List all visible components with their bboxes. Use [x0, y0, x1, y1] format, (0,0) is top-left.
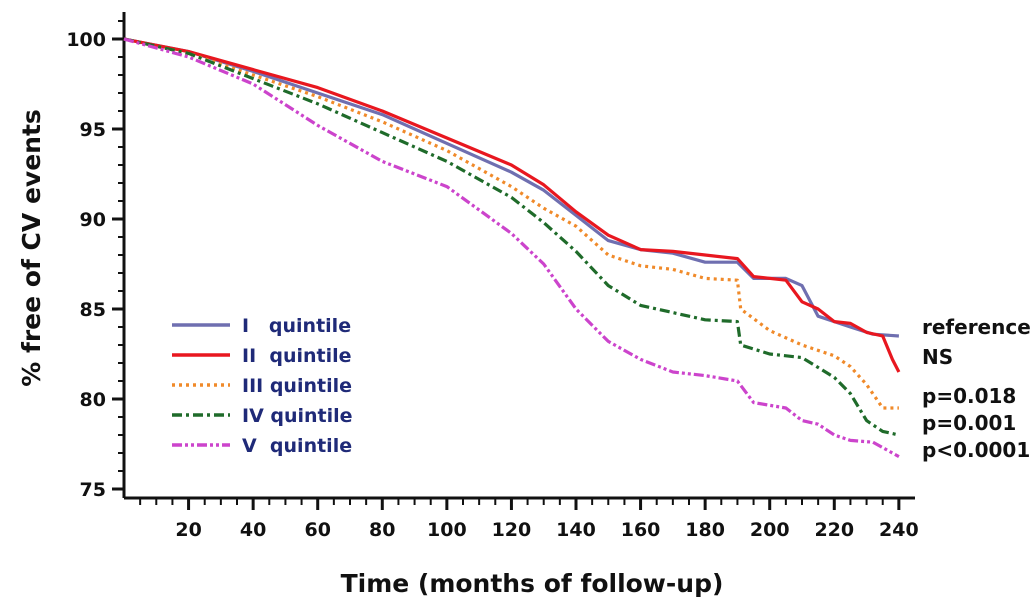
series-line-3	[123, 37, 899, 410]
series-line-4	[123, 37, 900, 437]
legend-label-1: I quintile	[242, 315, 351, 337]
series-lines	[123, 37, 901, 458]
end-label-5: p<0.0001	[922, 438, 1030, 462]
legend-label-2: II quintile	[242, 345, 352, 367]
end-label-2: NS	[922, 345, 953, 369]
legend-label-3: III quintile	[242, 375, 352, 397]
x-tick-label: 140	[556, 519, 596, 541]
end-label-3: p=0.018	[922, 384, 1016, 408]
x-tick-label: 40	[240, 519, 266, 541]
y-tick-label: 80	[80, 389, 106, 411]
x-tick-label: 60	[304, 519, 330, 541]
end-label-1: reference	[922, 315, 1031, 339]
end-label-4: p=0.001	[922, 411, 1016, 435]
x-tick-label: 20	[175, 519, 201, 541]
x-tick-label: 100	[427, 519, 467, 541]
x-tick-label: 80	[369, 519, 395, 541]
x-tick-label: 220	[814, 519, 854, 541]
legend-label-4: IV quintile	[242, 405, 353, 427]
series-line-5	[123, 37, 900, 458]
y-tick-label: 95	[80, 119, 106, 141]
x-tick-label: 120	[492, 519, 532, 541]
series-line-1	[123, 37, 900, 338]
end-labels: reference NS p=0.018 p=0.001 p<0.0001	[922, 315, 1031, 462]
y-tick-label: 90	[80, 209, 106, 231]
legend-label-5: V quintile	[242, 435, 352, 457]
x-tick-label: 180	[685, 519, 725, 541]
x-tick-label: 160	[621, 519, 661, 541]
x-axis-title: Time (months of follow-up)	[341, 569, 724, 598]
legend: I quintile II quintile III quintile IV quin…	[172, 315, 353, 457]
x-tick-label: 240	[879, 519, 919, 541]
y-tick-label: 75	[80, 479, 106, 501]
x-tick-label: 200	[750, 519, 790, 541]
series-line-2	[123, 37, 901, 373]
axes: 75 80 85 90 95 100 20 40 60 80 100 120 140 160 180 200 2…	[66, 12, 919, 541]
y-tick-label: 85	[80, 299, 106, 321]
y-axis-title: % free of CV events	[17, 109, 46, 387]
y-tick-label: 100	[66, 29, 106, 51]
